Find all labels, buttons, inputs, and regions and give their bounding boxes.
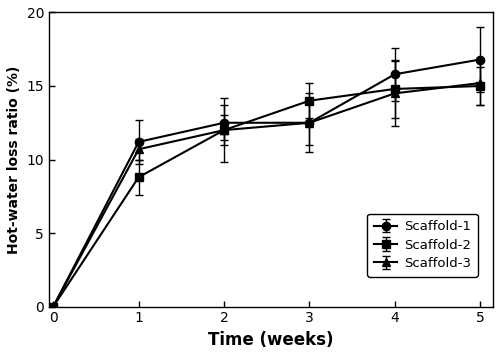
Y-axis label: Hot-water loss ratio (%): Hot-water loss ratio (%) xyxy=(7,66,21,254)
X-axis label: Time (weeks): Time (weeks) xyxy=(208,331,334,349)
Legend: Scaffold-1, Scaffold-2, Scaffold-3: Scaffold-1, Scaffold-2, Scaffold-3 xyxy=(367,214,478,277)
